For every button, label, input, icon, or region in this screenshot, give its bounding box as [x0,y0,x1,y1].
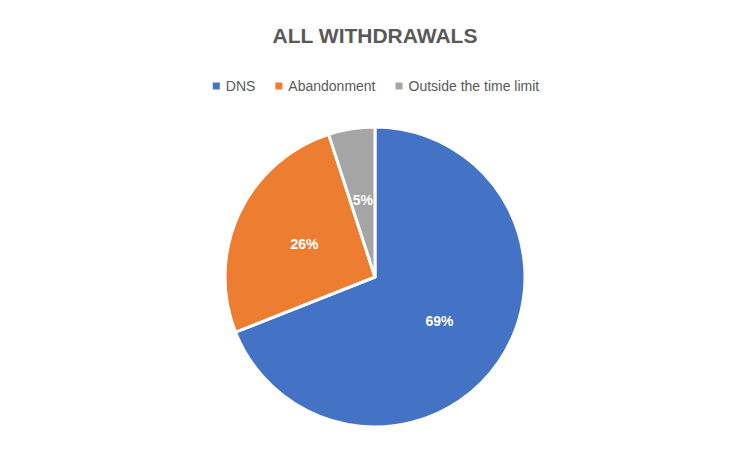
svg-text:Abandonment: Abandonment [288,78,375,94]
svg-text:5%: 5% [353,192,374,208]
svg-text:ALL WITHDRAWALS: ALL WITHDRAWALS [273,24,478,47]
svg-text:Outside the time limit: Outside the time limit [409,78,540,94]
svg-text:26%: 26% [290,236,319,252]
svg-text:DNS: DNS [226,78,256,94]
svg-text:69%: 69% [425,313,454,329]
